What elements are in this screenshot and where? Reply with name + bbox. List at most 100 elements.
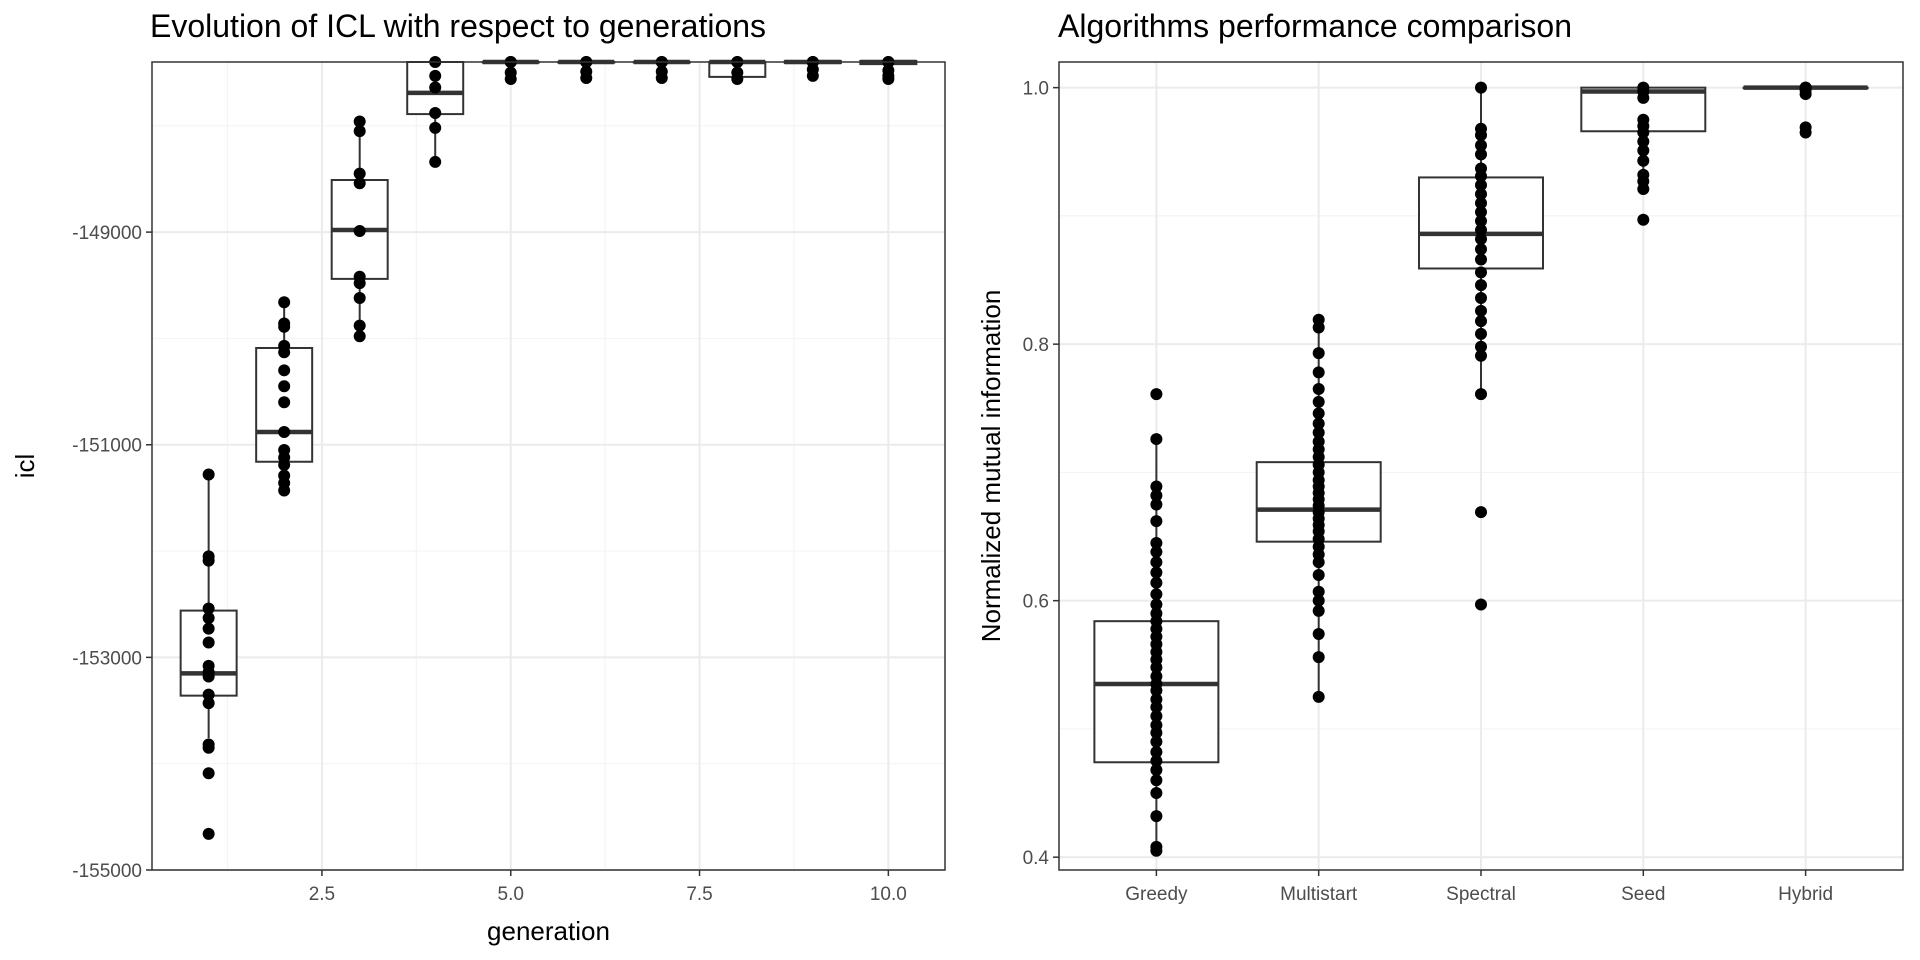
box-gen-7 (632, 56, 691, 84)
data-point (1799, 81, 1812, 94)
data-point (353, 115, 366, 128)
data-point (1475, 232, 1487, 245)
box-gen-9 (783, 56, 842, 82)
box-multistart (1255, 313, 1382, 703)
data-point (655, 71, 668, 84)
data-point (353, 177, 366, 190)
data-point (882, 73, 895, 86)
data-point (1312, 569, 1325, 582)
data-point (1312, 651, 1325, 664)
data-point (1150, 536, 1163, 549)
data-point (278, 296, 291, 309)
data-point (504, 73, 517, 86)
y-tick-label: 1.0 (1023, 79, 1049, 100)
data-point (1150, 433, 1163, 446)
x-tick-label: Greedy (1125, 884, 1188, 905)
data-point (1475, 349, 1487, 362)
data-point (1475, 304, 1487, 317)
data-point (1150, 489, 1163, 502)
data-point (278, 444, 291, 457)
data-point (1150, 710, 1163, 723)
data-point (1475, 291, 1487, 304)
data-point (1475, 162, 1487, 175)
data-point (202, 636, 215, 649)
data-point (1312, 366, 1325, 379)
data-point (1475, 148, 1487, 161)
data-point (202, 622, 215, 635)
data-point (202, 612, 215, 625)
data-point (1475, 215, 1487, 228)
data-point (1475, 279, 1487, 292)
y-tick-label: 0.6 (1023, 592, 1049, 613)
data-point (1799, 121, 1812, 134)
data-point (1475, 315, 1487, 328)
data-point (1150, 545, 1163, 558)
box-gen-2 (255, 296, 314, 497)
box-gen-1 (179, 468, 238, 840)
data-point (1312, 585, 1325, 598)
box-gen-4 (406, 56, 465, 168)
data-point (1475, 188, 1487, 201)
y-tick-label: 0.4 (1023, 848, 1050, 869)
data-point (1312, 604, 1325, 617)
box-hybrid (1742, 81, 1869, 139)
x-tick-label: Seed (1621, 884, 1665, 905)
data-point (1637, 213, 1650, 226)
data-point (1150, 810, 1163, 823)
x-tick-label: 2.5 (309, 884, 335, 905)
data-point (1312, 417, 1325, 430)
panel-1: 0.4 0.6 0.8 1.0 Greedy Multistart Spectral Seed… (976, 61, 1904, 905)
data-point (1637, 168, 1650, 181)
data-point (1150, 388, 1163, 401)
chart-title-left: Evolution of ICL with respect to generat… (150, 8, 767, 44)
y-tick-label: -153000 (72, 648, 142, 669)
data-point (353, 292, 366, 305)
data-point (1150, 774, 1163, 787)
x-tick-label: 7.5 (686, 884, 712, 905)
y-axis-title: Normalized mutual information (976, 290, 1006, 643)
data-point (1637, 81, 1650, 94)
data-point (731, 73, 744, 86)
data-point (1150, 598, 1163, 611)
data-point (1637, 154, 1650, 167)
data-point (1150, 498, 1163, 511)
data-point (202, 659, 215, 672)
data-point (429, 69, 442, 82)
data-point (1150, 693, 1163, 706)
box-gen-8 (708, 56, 767, 86)
data-point (1150, 840, 1163, 853)
data-point (1475, 340, 1487, 353)
data-point (1637, 113, 1650, 126)
data-point (1637, 144, 1650, 157)
box-spectral (1418, 81, 1544, 611)
box-greedy (1093, 388, 1220, 857)
data-point (278, 364, 291, 377)
panel-border (151, 61, 946, 871)
data-point (1150, 607, 1163, 620)
data-point (1150, 670, 1163, 683)
data-point (1312, 313, 1325, 326)
data-point (1150, 515, 1163, 528)
data-point (202, 602, 215, 615)
data-point (1475, 179, 1487, 192)
y-tick-label: -151000 (72, 436, 142, 457)
x-tick-label: Spectral (1446, 884, 1516, 905)
data-point (1475, 327, 1487, 340)
box-gen-5 (481, 56, 540, 86)
data-point (278, 469, 291, 482)
data-point (353, 225, 366, 238)
data-point (1475, 122, 1487, 135)
data-point (1150, 763, 1163, 776)
data-point (1150, 576, 1163, 589)
data-point (202, 550, 215, 563)
data-point (353, 270, 366, 283)
data-point (1150, 719, 1163, 732)
data-point (429, 155, 442, 168)
data-point (429, 121, 442, 134)
box-gen-6 (557, 56, 616, 84)
data-point (1475, 266, 1487, 279)
data-point (1475, 243, 1487, 256)
data-point (1637, 135, 1650, 148)
data-point (1150, 735, 1163, 748)
